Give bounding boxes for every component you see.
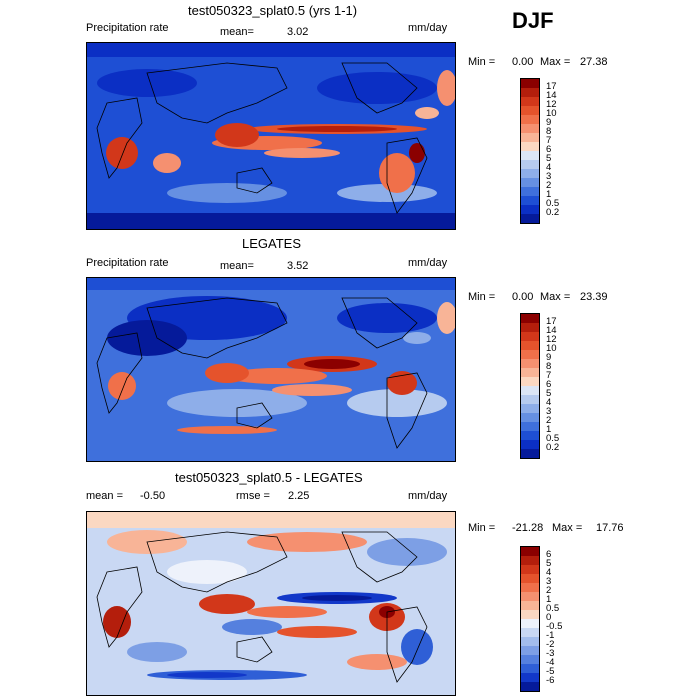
colorbar-swatch [521, 574, 539, 583]
colorbar-swatch [521, 610, 539, 619]
panel2-mean-value: 3.52 [287, 260, 309, 272]
colorbar-swatch [521, 368, 539, 377]
colorbar-swatch [521, 133, 539, 142]
colorbar-swatch [521, 350, 539, 359]
colorbar-swatch [521, 323, 539, 332]
colorbar-swatch [521, 187, 539, 196]
colorbar-swatch [521, 214, 539, 223]
colorbar-swatch [521, 440, 539, 449]
panel3-max-label: Max = [552, 522, 583, 534]
colorbar-swatch [521, 646, 539, 655]
panel3-units: mm/day [408, 490, 448, 502]
panel3-rmse-value: 2.25 [288, 490, 310, 502]
panel2-max-label: Max = [540, 291, 571, 303]
colorbar-swatch [521, 628, 539, 637]
colorbar-swatch [521, 637, 539, 646]
panel1-units: mm/day [408, 22, 448, 34]
panel3-map [86, 511, 456, 696]
panel1-min-label: Min = [468, 56, 496, 68]
colorbar-swatch [521, 106, 539, 115]
colorbar-swatch [521, 359, 539, 368]
colorbar-swatch [521, 341, 539, 350]
colorbar-swatch [521, 619, 539, 628]
panel3-min-label: Min = [468, 522, 496, 534]
colorbar-swatch [521, 142, 539, 151]
panel2-variable-label: Precipitation rate [86, 257, 169, 269]
colorbar-swatch [521, 673, 539, 682]
colorbar-swatch [521, 332, 539, 341]
panel2-min-value: 0.00 [512, 291, 534, 303]
colorbar-swatch [521, 655, 539, 664]
panel2-units: mm/day [408, 257, 448, 269]
colorbar-swatch [521, 583, 539, 592]
panel1-min-value: 0.00 [512, 56, 534, 68]
panel3-title: test050323_splat0.5 - LEGATES [175, 470, 363, 485]
colorbar-swatch [521, 565, 539, 574]
panel1-colorbar [520, 78, 540, 224]
panel2-title: LEGATES [242, 236, 302, 251]
colorbar-swatch [521, 97, 539, 106]
colorbar-swatch [521, 386, 539, 395]
colorbar-swatch [521, 422, 539, 431]
panel1-max-label: Max = [540, 56, 571, 68]
panel3-colorbar [520, 546, 540, 692]
colorbar-swatch [521, 449, 539, 458]
panel3-mean-label: mean = [86, 490, 123, 502]
colorbar-swatch [521, 205, 539, 214]
colorbar-swatch [521, 377, 539, 386]
colorbar-swatch [521, 547, 539, 556]
panel1-title: test050323_splat0.5 (yrs 1-1) [188, 3, 358, 18]
panel1-mean-label: mean= [220, 26, 254, 38]
panel2-colorbar [520, 313, 540, 459]
panel2-min-label: Min = [468, 291, 496, 303]
colorbar-swatch [521, 413, 539, 422]
colorbar-swatch [521, 88, 539, 97]
panel1-map [86, 42, 456, 230]
colorbar-swatch [521, 664, 539, 673]
panel3-max-value: 17.76 [596, 522, 624, 534]
panel3-rmse-label: rmse = [236, 490, 270, 502]
colorbar-swatch [521, 115, 539, 124]
colorbar-swatch [521, 178, 539, 187]
colorbar-swatch [521, 431, 539, 440]
panel1-variable-label: Precipitation rate [86, 22, 169, 34]
panel1-mean-value: 3.02 [287, 26, 309, 38]
colorbar-swatch [521, 151, 539, 160]
season-label: DJF [512, 8, 554, 33]
panel2-max-value: 23.39 [580, 291, 608, 303]
panel1-max-value: 27.38 [580, 56, 608, 68]
colorbar-swatch [521, 169, 539, 178]
colorbar-swatch [521, 196, 539, 205]
panel3-mean-value: -0.50 [140, 490, 166, 502]
colorbar-swatch [521, 395, 539, 404]
panel3-min-value: -21.28 [512, 522, 544, 534]
colorbar-swatch [521, 79, 539, 88]
colorbar-swatch [521, 124, 539, 133]
panel2-mean-label: mean= [220, 260, 254, 272]
panel2-map [86, 277, 456, 462]
colorbar-swatch [521, 160, 539, 169]
colorbar-swatch [521, 314, 539, 323]
colorbar-swatch [521, 556, 539, 565]
colorbar-swatch [521, 592, 539, 601]
colorbar-swatch [521, 404, 539, 413]
colorbar-swatch [521, 601, 539, 610]
colorbar-swatch [521, 682, 539, 691]
